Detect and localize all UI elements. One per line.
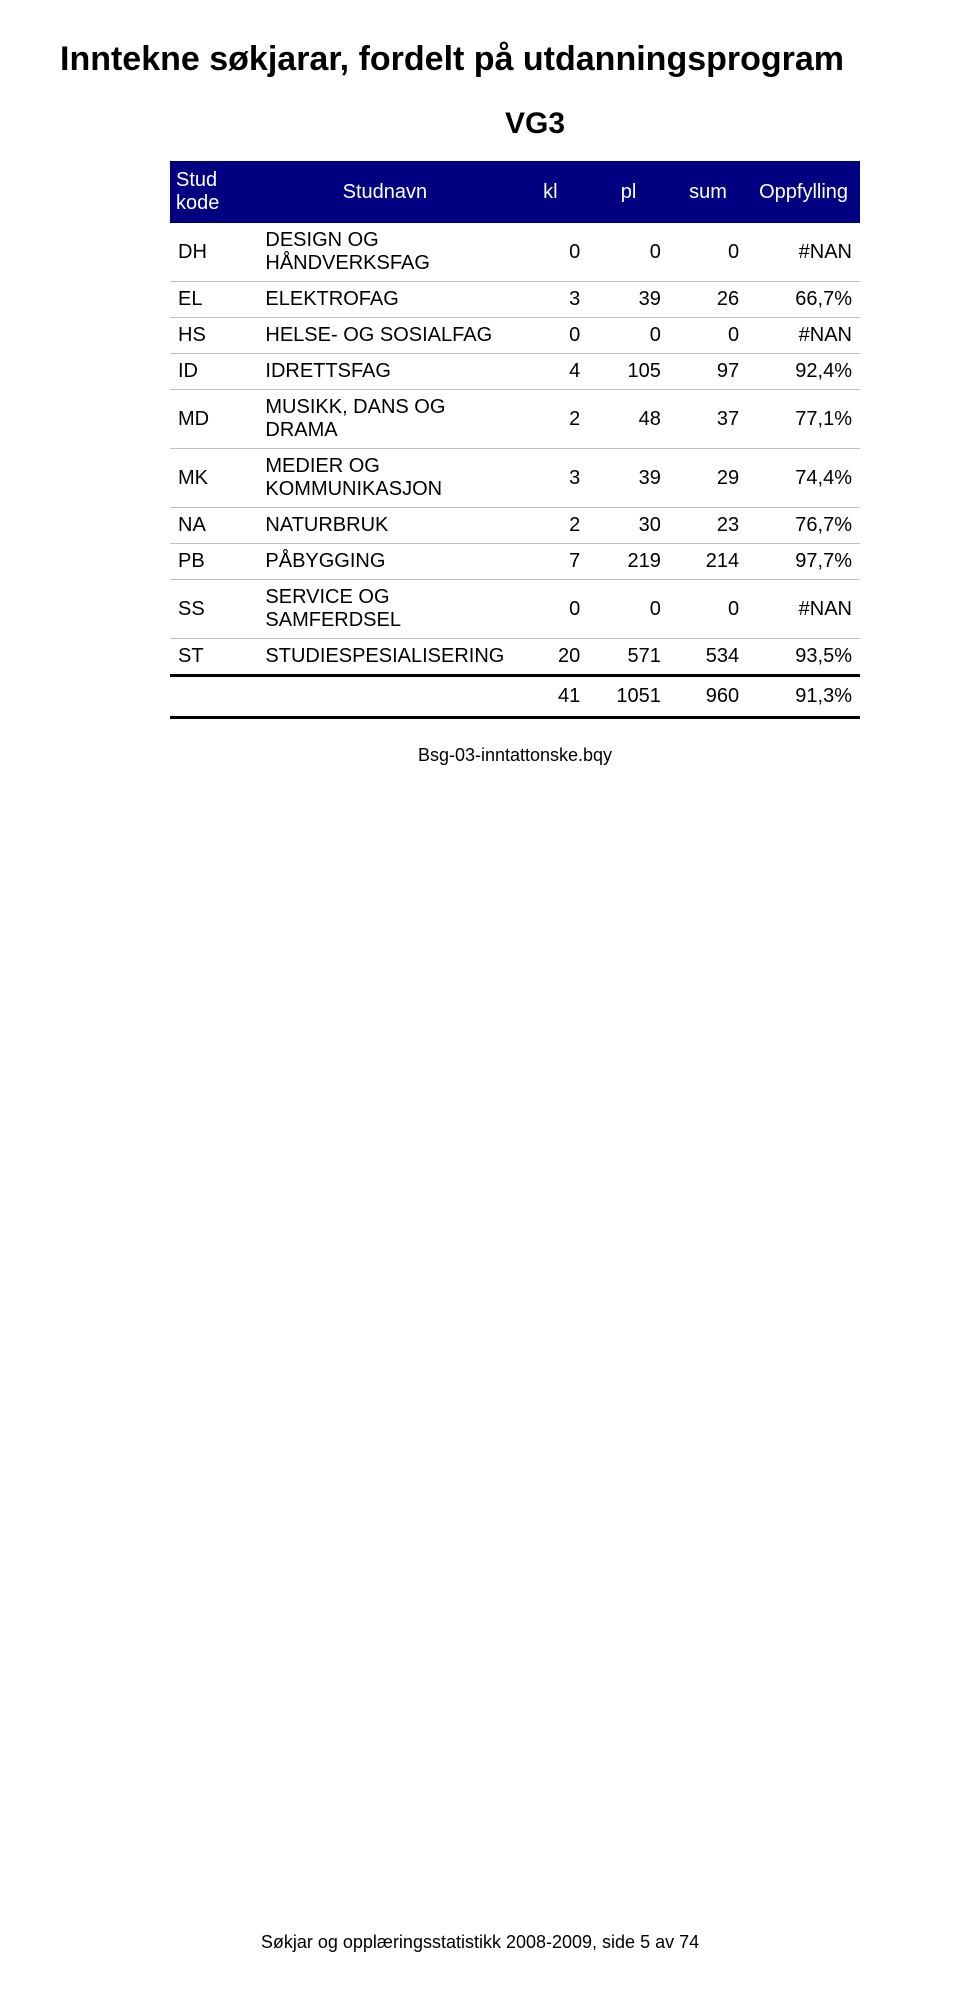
cell-code: DH [170,223,257,282]
cell-code: HS [170,318,257,354]
col-header-kl: kl [512,161,588,223]
total-opp: 91,3% [747,676,860,718]
table-row: EL ELEKTROFAG 3 39 26 66,7% [170,282,860,318]
col-header-opp: Oppfylling [747,161,860,223]
cell-kl: 2 [512,508,588,544]
cell-kl: 3 [512,449,588,508]
cell-pl: 39 [588,449,669,508]
table-row: SS SERVICE OG SAMFERDSEL 0 0 0 #NAN [170,580,860,639]
table-row: MD MUSIKK, DANS OG DRAMA 2 48 37 77,1% [170,390,860,449]
cell-pl: 39 [588,282,669,318]
cell-kl: 2 [512,390,588,449]
cell-pl: 30 [588,508,669,544]
cell-opp: 74,4% [747,449,860,508]
cell-code: PB [170,544,257,580]
cell-pl: 219 [588,544,669,580]
table-caption: Bsg-03-inntattonske.bqy [60,745,860,766]
table-row: ST STUDIESPESIALISERING 20 571 534 93,5% [170,639,860,676]
total-blank [170,676,257,718]
cell-sum: 214 [669,544,747,580]
table-body: DH DESIGN OG HÅNDVERKSFAG 0 0 0 #NAN EL … [170,223,860,676]
data-table: Stud kode Studnavn kl pl sum Oppfylling … [170,161,860,719]
table-row: DH DESIGN OG HÅNDVERKSFAG 0 0 0 #NAN [170,223,860,282]
cell-name: NATURBRUK [257,508,512,544]
table-row: NA NATURBRUK 2 30 23 76,7% [170,508,860,544]
cell-name: STUDIESPESIALISERING [257,639,512,676]
cell-opp: 77,1% [747,390,860,449]
cell-kl: 7 [512,544,588,580]
col-header-pl: pl [588,161,669,223]
total-blank [257,676,512,718]
total-pl: 1051 [588,676,669,718]
cell-pl: 48 [588,390,669,449]
cell-opp: 97,7% [747,544,860,580]
cell-name: SERVICE OG SAMFERDSEL [257,580,512,639]
col-header-sum: sum [669,161,747,223]
table-row: HS HELSE- OG SOSIALFAG 0 0 0 #NAN [170,318,860,354]
cell-pl: 105 [588,354,669,390]
cell-name: MUSIKK, DANS OG DRAMA [257,390,512,449]
cell-name: DESIGN OG HÅNDVERKSFAG [257,223,512,282]
cell-kl: 3 [512,282,588,318]
page-title: Inntekne søkjarar, fordelt på utdannings… [60,40,900,79]
cell-sum: 0 [669,580,747,639]
cell-code: MK [170,449,257,508]
cell-opp: 66,7% [747,282,860,318]
page: Inntekne søkjarar, fordelt på utdannings… [0,0,960,1993]
cell-pl: 0 [588,318,669,354]
page-footer: Søkjar og opplæringsstatistikk 2008-2009… [0,1932,960,1953]
cell-name: HELSE- OG SOSIALFAG [257,318,512,354]
cell-opp: #NAN [747,580,860,639]
cell-opp: 76,7% [747,508,860,544]
cell-code: MD [170,390,257,449]
cell-sum: 534 [669,639,747,676]
cell-opp: #NAN [747,318,860,354]
cell-pl: 0 [588,580,669,639]
table-row: PB PÅBYGGING 7 219 214 97,7% [170,544,860,580]
cell-sum: 29 [669,449,747,508]
total-sum: 960 [669,676,747,718]
table-container: Stud kode Studnavn kl pl sum Oppfylling … [170,161,860,719]
col-header-navn: Studnavn [257,161,512,223]
cell-pl: 571 [588,639,669,676]
cell-name: PÅBYGGING [257,544,512,580]
cell-sum: 0 [669,223,747,282]
cell-name: ELEKTROFAG [257,282,512,318]
page-subtitle: VG3 [60,107,900,141]
cell-sum: 23 [669,508,747,544]
cell-code: ID [170,354,257,390]
cell-name: MEDIER OG KOMMUNIKASJON [257,449,512,508]
cell-kl: 20 [512,639,588,676]
cell-sum: 37 [669,390,747,449]
cell-pl: 0 [588,223,669,282]
table-row: ID IDRETTSFAG 4 105 97 92,4% [170,354,860,390]
table-row: MK MEDIER OG KOMMUNIKASJON 3 39 29 74,4% [170,449,860,508]
cell-opp: #NAN [747,223,860,282]
cell-code: ST [170,639,257,676]
cell-opp: 92,4% [747,354,860,390]
cell-code: EL [170,282,257,318]
cell-code: NA [170,508,257,544]
cell-code: SS [170,580,257,639]
cell-kl: 4 [512,354,588,390]
total-kl: 41 [512,676,588,718]
col-header-kode: Stud kode [170,161,257,223]
cell-kl: 0 [512,580,588,639]
cell-sum: 0 [669,318,747,354]
cell-sum: 26 [669,282,747,318]
cell-kl: 0 [512,318,588,354]
table-header: Stud kode Studnavn kl pl sum Oppfylling [170,161,860,223]
table-footer: 41 1051 960 91,3% [170,676,860,718]
cell-sum: 97 [669,354,747,390]
cell-opp: 93,5% [747,639,860,676]
cell-name: IDRETTSFAG [257,354,512,390]
cell-kl: 0 [512,223,588,282]
